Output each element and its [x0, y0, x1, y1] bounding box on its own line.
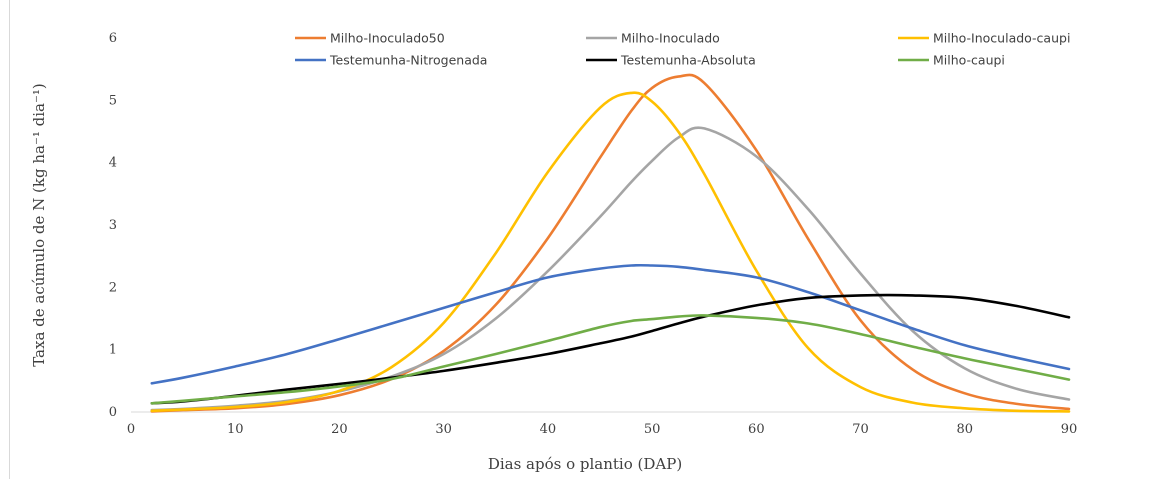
- y-tick-label: 1: [109, 343, 117, 358]
- series-line-milho-inoculado-caupi: [150, 91, 1071, 413]
- x-tick-label: 20: [331, 422, 348, 437]
- y-tick-label: 3: [109, 218, 117, 233]
- x-tick-label: 10: [227, 422, 244, 437]
- series-line-milho-inoculado50: [150, 73, 1071, 413]
- x-tick-label: 70: [852, 422, 869, 437]
- y-tick-label: 6: [109, 31, 117, 46]
- series-line-milho-inoculado: [150, 126, 1071, 412]
- x-tick-label: 90: [1061, 422, 1078, 437]
- x-tick-label: 60: [748, 422, 765, 437]
- y-tick-label: 4: [109, 156, 117, 171]
- x-tick-label: 50: [644, 422, 661, 437]
- y-tick-label: 5: [109, 93, 117, 108]
- y-axis-title: Taxa de acúmulo de N (kg ha⁻¹ dia⁻¹): [30, 83, 48, 367]
- x-tick-label: 30: [435, 422, 452, 437]
- legend: Milho-Inoculado50 Milho-Inoculado Milho-In…: [295, 31, 1070, 68]
- x-axis-title: Dias após o plantio (DAP): [488, 455, 682, 473]
- x-tick-label: 0: [127, 422, 135, 437]
- y-tick-label: 2: [109, 280, 117, 295]
- legend-label-testemunha-absoluta: Testemunha-Absoluta: [620, 53, 756, 68]
- legend-label-milho-inoculado-caupi: Milho-Inoculado-caupi: [933, 31, 1070, 46]
- series-line-milho-caupi: [150, 314, 1071, 405]
- series-line-testemunha-absoluta: [150, 293, 1071, 405]
- series-layer: [150, 73, 1071, 413]
- legend-label-milho-inoculado50: Milho-Inoculado50: [330, 31, 445, 46]
- x-tick-label: 40: [540, 422, 557, 437]
- axes: 0 10 20 30 40 50 60 70 80 90 0 1 2 3 4 5 6: [109, 31, 1078, 437]
- x-tick-label: 80: [957, 422, 974, 437]
- y-tick-label: 0: [109, 405, 117, 420]
- series-line-testemunha-nitrogenada: [150, 263, 1071, 385]
- left-border: [9, 0, 10, 479]
- legend-label-milho-caupi: Milho-caupi: [933, 53, 1005, 68]
- legend-label-milho-inoculado: Milho-Inoculado: [621, 31, 720, 46]
- legend-label-testemunha-nitrogenada: Testemunha-Nitrogenada: [329, 53, 487, 68]
